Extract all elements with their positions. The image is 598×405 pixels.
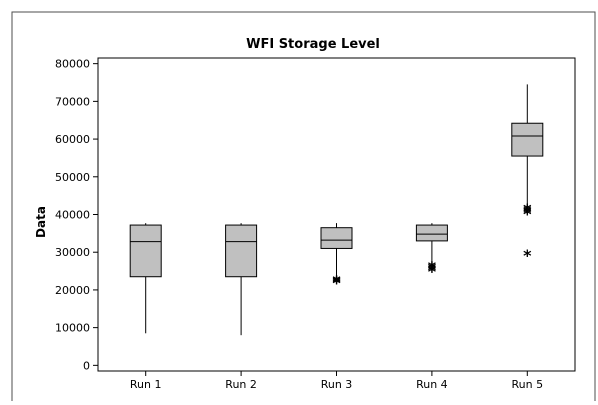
outlier-point: * (523, 204, 532, 223)
y-tick-label: 40000 (55, 209, 90, 222)
outlier-point: * (332, 272, 341, 291)
y-axis: 0 10000 20000 30000 40000 50000 60000 70000 8000… (55, 58, 98, 372)
iqr-box (320, 227, 353, 249)
x-tick-label: Run 4 (416, 378, 448, 391)
x-tick-label: Run 5 (512, 378, 544, 391)
y-tick-label: 50000 (55, 171, 90, 184)
outlier-point: * (523, 203, 532, 222)
outlier-point: * (523, 200, 532, 219)
box-4: **** (415, 223, 448, 281)
outlier-point: * (523, 246, 532, 265)
outlier-point: * (332, 272, 341, 291)
plot-area (97, 57, 576, 372)
y-tick-label: 20000 (55, 284, 90, 297)
y-tick-label: 10000 (55, 322, 90, 335)
y-tick-label: 70000 (55, 95, 90, 108)
outlier-point: * (428, 259, 437, 278)
box-1 (129, 223, 162, 334)
y-tick-label: 60000 (55, 133, 90, 146)
iqr-box (511, 122, 544, 157)
y-tick-label: 80000 (55, 58, 90, 71)
chart-title: WFI Storage Level (246, 37, 380, 52)
box-5: ***** (511, 84, 544, 265)
outlier-point: * (428, 258, 437, 277)
x-axis: Run 1 Run 2 Run 3 Run 4 Run 5 (130, 371, 543, 391)
outlier-point: * (428, 261, 437, 280)
iqr-box (129, 224, 162, 278)
outlier-point: * (332, 273, 341, 292)
outlier-point: * (523, 201, 532, 220)
iqr-box (225, 224, 258, 278)
x-tick-label: Run 2 (225, 378, 257, 391)
y-axis-label: Data (34, 206, 48, 238)
x-tick-label: Run 3 (321, 378, 353, 391)
box-2 (225, 223, 258, 336)
box-series: *** ********* (129, 84, 544, 336)
box-3: *** (320, 223, 353, 292)
iqr-box (415, 224, 448, 242)
x-tick-label: Run 1 (130, 378, 162, 391)
outlier-point: * (428, 262, 437, 281)
y-tick-label: 0 (83, 359, 90, 372)
y-tick-label: 30000 (55, 246, 90, 259)
